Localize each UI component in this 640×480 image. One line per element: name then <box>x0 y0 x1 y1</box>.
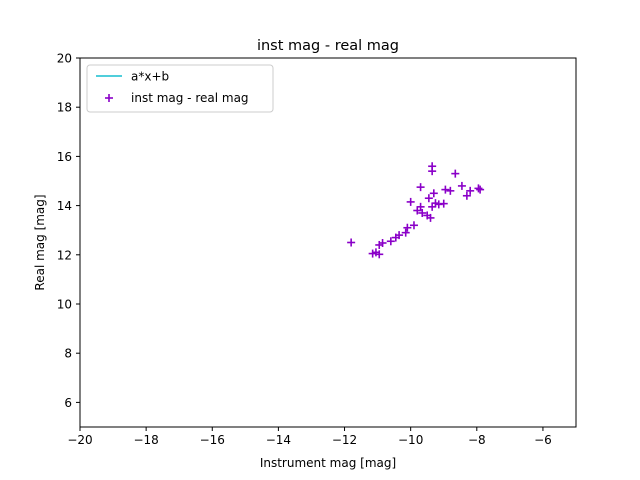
data-point <box>375 250 384 259</box>
data-point <box>406 197 415 206</box>
data-point <box>418 208 427 217</box>
data-point <box>446 186 455 195</box>
x-axis: −20 −18 −16 −14 −12 −10 −8 −6 <box>67 427 552 447</box>
data-point <box>409 221 418 230</box>
data-point <box>441 185 450 194</box>
y-tick-label: 14 <box>57 199 72 213</box>
legend-entry-fit-line: a*x+b <box>131 70 169 84</box>
data-point <box>462 191 471 200</box>
data-point <box>386 237 395 246</box>
data-point <box>439 199 448 208</box>
x-tick-label: −12 <box>332 433 357 447</box>
y-axis: 6 8 10 12 14 16 18 20 <box>57 52 80 410</box>
x-tick-label: −6 <box>534 433 552 447</box>
legend-entry-scatter: inst mag - real mag <box>131 91 249 105</box>
data-point <box>378 238 387 247</box>
y-axis-label: Real mag [mag] <box>33 194 47 290</box>
data-point <box>428 162 437 171</box>
data-point <box>401 228 410 237</box>
chart-title: inst mag - real mag <box>257 38 399 54</box>
y-tick-label: 8 <box>64 347 72 361</box>
legend-plus-marker <box>105 94 113 102</box>
data-point <box>416 183 425 192</box>
legend: a*x+b inst mag - real mag <box>86 64 274 113</box>
x-tick-label: −16 <box>200 433 225 447</box>
y-tick-label: 12 <box>57 248 72 262</box>
y-tick-label: 10 <box>57 298 72 312</box>
data-point <box>347 238 356 247</box>
y-tick-label: 20 <box>57 52 72 66</box>
data-point <box>466 186 475 195</box>
data-point <box>429 189 438 198</box>
data-point <box>403 223 412 232</box>
legend-box <box>86 64 274 113</box>
data-point <box>416 202 425 211</box>
x-tick-label: −18 <box>133 433 158 447</box>
x-tick-label: −14 <box>266 433 291 447</box>
x-tick-label: −20 <box>67 433 92 447</box>
data-point <box>451 169 460 178</box>
x-tick-label: −10 <box>398 433 423 447</box>
data-point <box>426 213 435 222</box>
y-tick-label: 6 <box>64 396 72 410</box>
data-points <box>347 162 485 259</box>
data-point <box>457 181 466 190</box>
y-tick-label: 18 <box>57 101 72 115</box>
data-point <box>474 184 483 193</box>
data-point <box>476 185 485 194</box>
x-tick-label: −8 <box>468 433 486 447</box>
plot-area-frame <box>79 57 577 428</box>
y-tick-label: 16 <box>57 150 72 164</box>
x-axis-label: Instrument mag [mag] <box>260 456 396 470</box>
data-point <box>424 194 433 203</box>
data-point <box>395 231 404 240</box>
